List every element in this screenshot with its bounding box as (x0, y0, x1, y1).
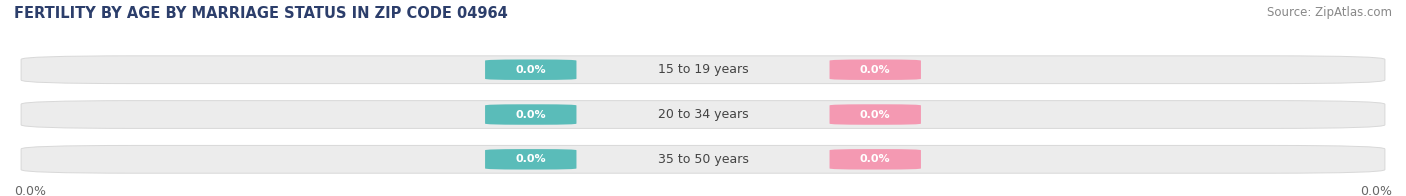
FancyBboxPatch shape (21, 56, 1385, 84)
Text: 0.0%: 0.0% (860, 110, 890, 120)
Text: 15 to 19 years: 15 to 19 years (658, 63, 748, 76)
Text: 0.0%: 0.0% (860, 154, 890, 164)
Text: 0.0%: 0.0% (516, 154, 546, 164)
FancyBboxPatch shape (21, 101, 1385, 128)
FancyBboxPatch shape (485, 60, 576, 80)
Text: 35 to 50 years: 35 to 50 years (658, 153, 748, 166)
Text: 0.0%: 0.0% (1360, 185, 1392, 196)
FancyBboxPatch shape (21, 145, 1385, 173)
Text: 0.0%: 0.0% (14, 185, 46, 196)
Text: 0.0%: 0.0% (516, 65, 546, 75)
FancyBboxPatch shape (830, 60, 921, 80)
Text: Source: ZipAtlas.com: Source: ZipAtlas.com (1267, 6, 1392, 19)
FancyBboxPatch shape (830, 104, 921, 125)
Text: 0.0%: 0.0% (516, 110, 546, 120)
Text: 0.0%: 0.0% (860, 65, 890, 75)
FancyBboxPatch shape (485, 149, 576, 170)
Text: FERTILITY BY AGE BY MARRIAGE STATUS IN ZIP CODE 04964: FERTILITY BY AGE BY MARRIAGE STATUS IN Z… (14, 6, 508, 21)
FancyBboxPatch shape (830, 149, 921, 170)
FancyBboxPatch shape (485, 104, 576, 125)
Text: 20 to 34 years: 20 to 34 years (658, 108, 748, 121)
